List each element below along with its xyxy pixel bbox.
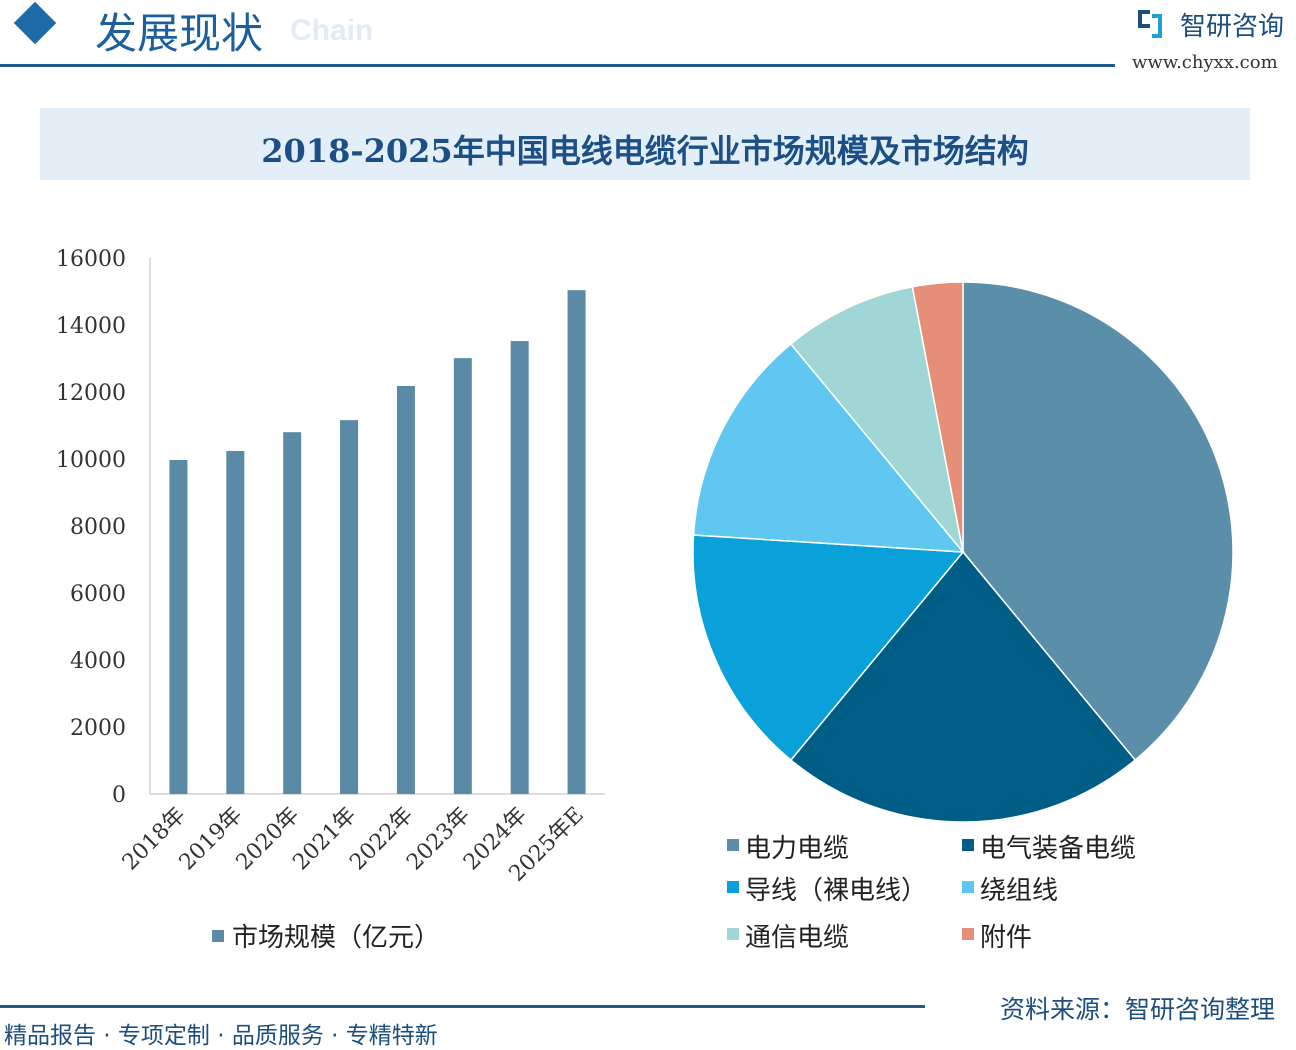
- header-divider: [0, 64, 1115, 67]
- bar: [340, 420, 359, 794]
- y-tick-label: 4000: [70, 649, 126, 674]
- x-tick-label: 2021年: [288, 803, 361, 876]
- x-tick-label: 2020年: [232, 803, 305, 876]
- bar: [453, 358, 472, 794]
- logo-url: www.chyxx.com: [1132, 52, 1278, 73]
- y-tick-label: 0: [112, 783, 126, 808]
- footer-tagline: 精品报告 · 专项定制 · 品质服务 · 专精特新: [4, 1023, 438, 1049]
- pie-slice: [692, 534, 965, 762]
- y-tick-label: 16000: [56, 247, 126, 272]
- legend-swatch: [212, 930, 224, 942]
- header-watermark-text: Chain: [290, 14, 374, 47]
- section-title: 发展现状: [95, 9, 264, 58]
- pie-legend-label: 电气装备电缆: [980, 834, 1136, 864]
- pie-legend-label: 电力电缆: [745, 834, 849, 864]
- x-tick-label: 2018年: [118, 803, 191, 876]
- x-tick-label: 2023年: [402, 803, 475, 876]
- pie-slice: [692, 342, 965, 553]
- legend-label: 市场规模（亿元）: [232, 923, 440, 953]
- pie-slice: [789, 285, 964, 553]
- pie-slice: [789, 550, 1137, 823]
- bar: [226, 450, 245, 794]
- pie-slice: [911, 281, 964, 553]
- pie-legend-label: 附件: [980, 923, 1032, 953]
- x-tick-label: 2019年: [175, 803, 248, 876]
- bar: [567, 290, 586, 794]
- pie-legend-label: 通信电缆: [745, 923, 849, 953]
- bar: [396, 385, 415, 794]
- chart-title: 2018-2025年中国电线电缆行业市场规模及市场结构: [261, 132, 1029, 170]
- y-tick-label: 2000: [70, 716, 126, 741]
- logo-text: 智研咨询: [1180, 12, 1285, 42]
- y-tick-label: 12000: [56, 381, 126, 406]
- footer-divider: [0, 1005, 925, 1008]
- pie-legend-label: 绕组线: [980, 876, 1058, 906]
- x-tick-label: 2022年: [345, 803, 418, 876]
- source-note: 资料来源：智研咨询整理: [1000, 995, 1276, 1024]
- pie-legend-swatch: [962, 839, 974, 851]
- pie-legend-label: 导线（裸电线）: [745, 876, 927, 906]
- chart-title-box: 2018-2025年中国电线电缆行业市场规模及市场结构: [40, 108, 1250, 180]
- pie-legend-swatch: [727, 881, 739, 893]
- pie-slice: [962, 281, 1234, 762]
- pie-legend-swatch: [727, 928, 739, 940]
- bar: [169, 460, 188, 794]
- bar: [510, 341, 529, 794]
- y-tick-label: 14000: [56, 314, 126, 339]
- y-tick-label: 8000: [70, 515, 126, 540]
- pie-legend-swatch: [727, 839, 739, 851]
- y-tick-label: 10000: [56, 448, 126, 473]
- logo-icon: [1138, 10, 1164, 40]
- pie-legend-swatch: [962, 928, 974, 940]
- bar: [283, 432, 302, 794]
- pie-legend-swatch: [962, 881, 974, 893]
- y-tick-label: 6000: [70, 582, 126, 607]
